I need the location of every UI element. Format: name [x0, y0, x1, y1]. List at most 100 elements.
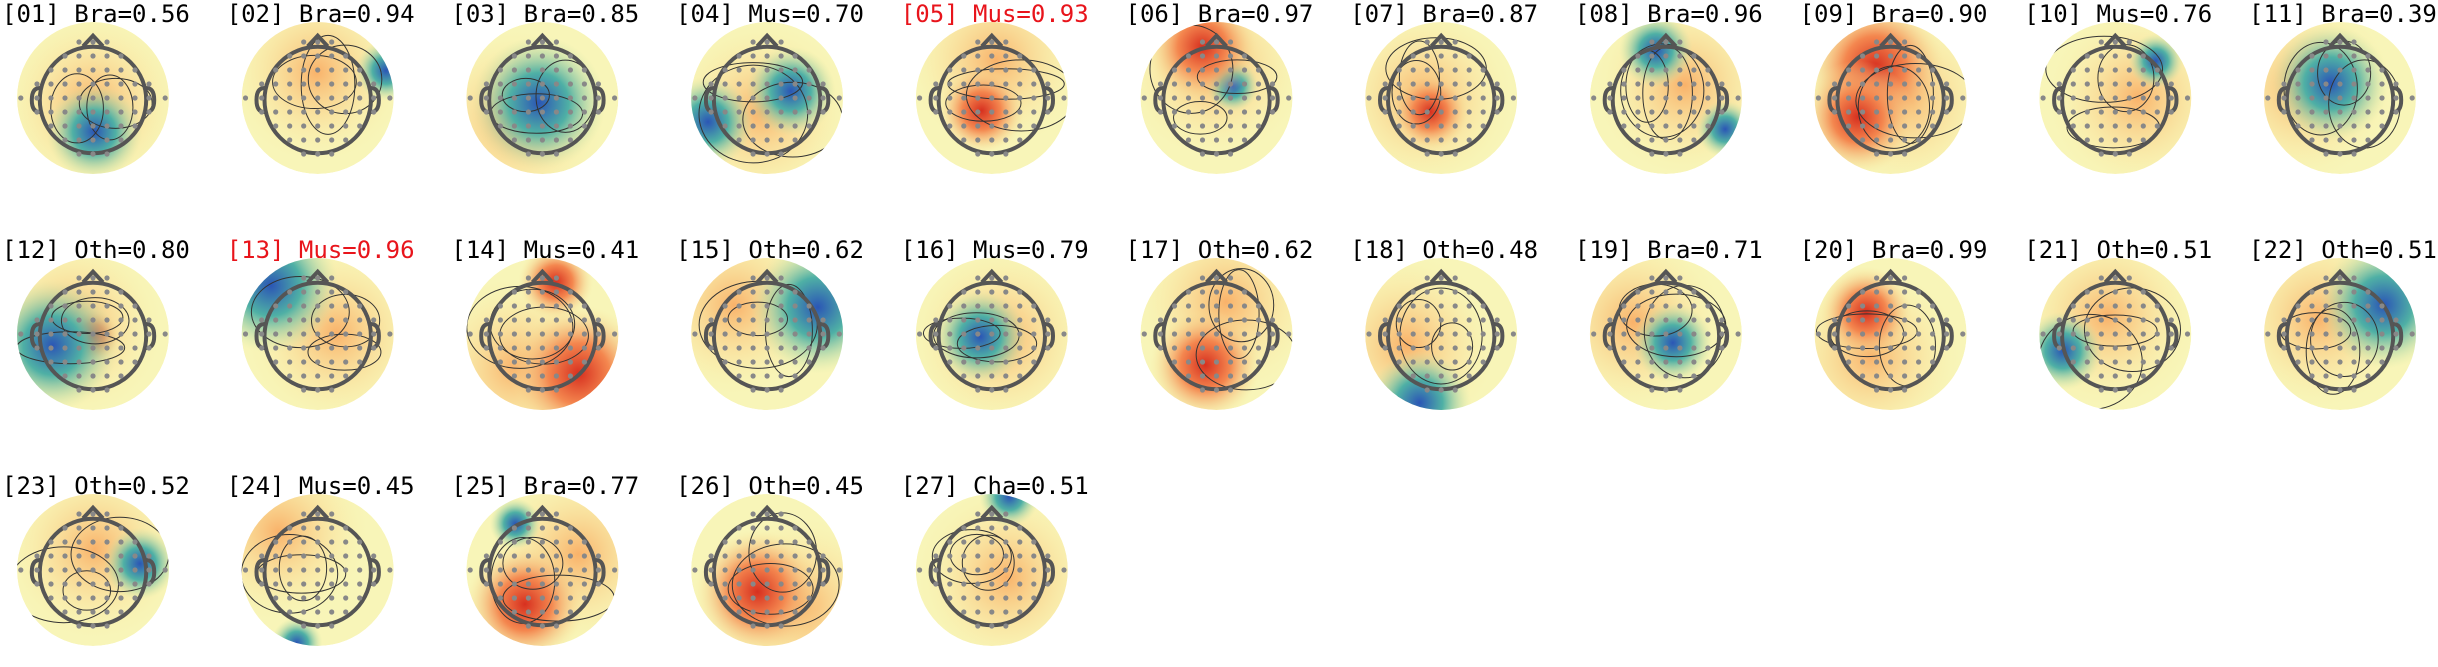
sensor [357, 595, 363, 601]
sensor [301, 317, 307, 323]
sensor [511, 95, 517, 101]
sensor [301, 289, 307, 295]
sensor [806, 359, 812, 365]
contour [62, 570, 112, 611]
sensor [989, 553, 995, 559]
sensor [2140, 67, 2146, 73]
sensor [1003, 289, 1009, 295]
sensor [1930, 303, 1936, 309]
sensor [2379, 331, 2385, 337]
sensor [1017, 53, 1023, 59]
sensor [553, 39, 560, 45]
sensor [1452, 39, 1458, 45]
sensor [595, 317, 602, 323]
sensor [2168, 81, 2174, 87]
sensor [118, 567, 124, 573]
sensor [525, 39, 532, 45]
sensor [76, 317, 82, 323]
sensor [1466, 373, 1472, 379]
contour [727, 301, 789, 337]
sensor [736, 81, 742, 87]
sensor [1874, 317, 1880, 323]
sensor [1874, 53, 1880, 59]
sensor [975, 275, 981, 281]
sensor [1003, 581, 1009, 587]
sensor [989, 595, 995, 601]
sensor [273, 539, 279, 545]
sensor [34, 567, 40, 573]
sensor [357, 359, 363, 365]
sensor [301, 331, 307, 337]
sensor [764, 567, 770, 573]
sensor [947, 553, 953, 559]
sensor [497, 595, 503, 601]
sensor [612, 331, 618, 337]
sensor [553, 359, 560, 365]
sensor [2140, 331, 2146, 337]
sensor [259, 109, 265, 115]
sensor [778, 359, 784, 365]
sensor [1649, 137, 1655, 143]
sensor [2409, 95, 2415, 101]
sensor [1510, 331, 1516, 337]
sensor [343, 317, 349, 323]
contour [931, 529, 1012, 584]
sensor [2112, 345, 2118, 351]
sensor [1213, 53, 1220, 59]
sensor [722, 539, 728, 545]
sensor [2112, 151, 2118, 157]
nose [755, 32, 779, 48]
sensor [1860, 53, 1866, 59]
sensor [989, 275, 995, 281]
sensor [90, 303, 96, 309]
sensor [329, 581, 335, 587]
sensor [511, 525, 517, 531]
sensor [273, 67, 279, 73]
sensor [947, 95, 953, 101]
sensor [778, 331, 784, 337]
sensor [1157, 317, 1164, 323]
sensor [1452, 137, 1458, 143]
sensor [1621, 95, 1627, 101]
sensor [750, 553, 756, 559]
sensor [287, 359, 293, 365]
nose [306, 504, 330, 520]
sensor [553, 331, 560, 337]
sensor [764, 81, 770, 87]
sensor [2309, 95, 2315, 101]
sensor [975, 137, 981, 143]
sensor [1424, 109, 1430, 115]
sensor [1663, 95, 1669, 101]
sensor [917, 95, 923, 101]
component: [21] Oth=0.51 [2024, 236, 2212, 410]
sensor [612, 95, 618, 101]
sensor [2323, 109, 2329, 115]
sensor [2098, 289, 2104, 295]
sensor [1480, 317, 1486, 323]
sensor [1227, 151, 1234, 157]
sensor [1902, 303, 1908, 309]
sensor [567, 289, 574, 295]
sensor [1874, 123, 1880, 129]
sensor [511, 81, 517, 87]
sensor [511, 567, 517, 573]
sensor [764, 39, 770, 45]
sensor [736, 289, 742, 295]
sensor [2098, 275, 2104, 281]
sensor [357, 567, 363, 573]
sensor [2126, 67, 2132, 73]
sensor [989, 151, 995, 157]
sensor [48, 123, 54, 129]
sensor [764, 289, 770, 295]
sensor [1494, 81, 1500, 87]
sensor [1045, 581, 1051, 587]
sensor [329, 81, 335, 87]
contour [1391, 59, 1442, 125]
sensor [1452, 387, 1458, 393]
sensor [778, 109, 784, 115]
sensor [1888, 137, 1894, 143]
sensor [750, 345, 756, 351]
sensor [1916, 331, 1922, 337]
sensor [118, 67, 124, 73]
sensor [2126, 151, 2132, 157]
